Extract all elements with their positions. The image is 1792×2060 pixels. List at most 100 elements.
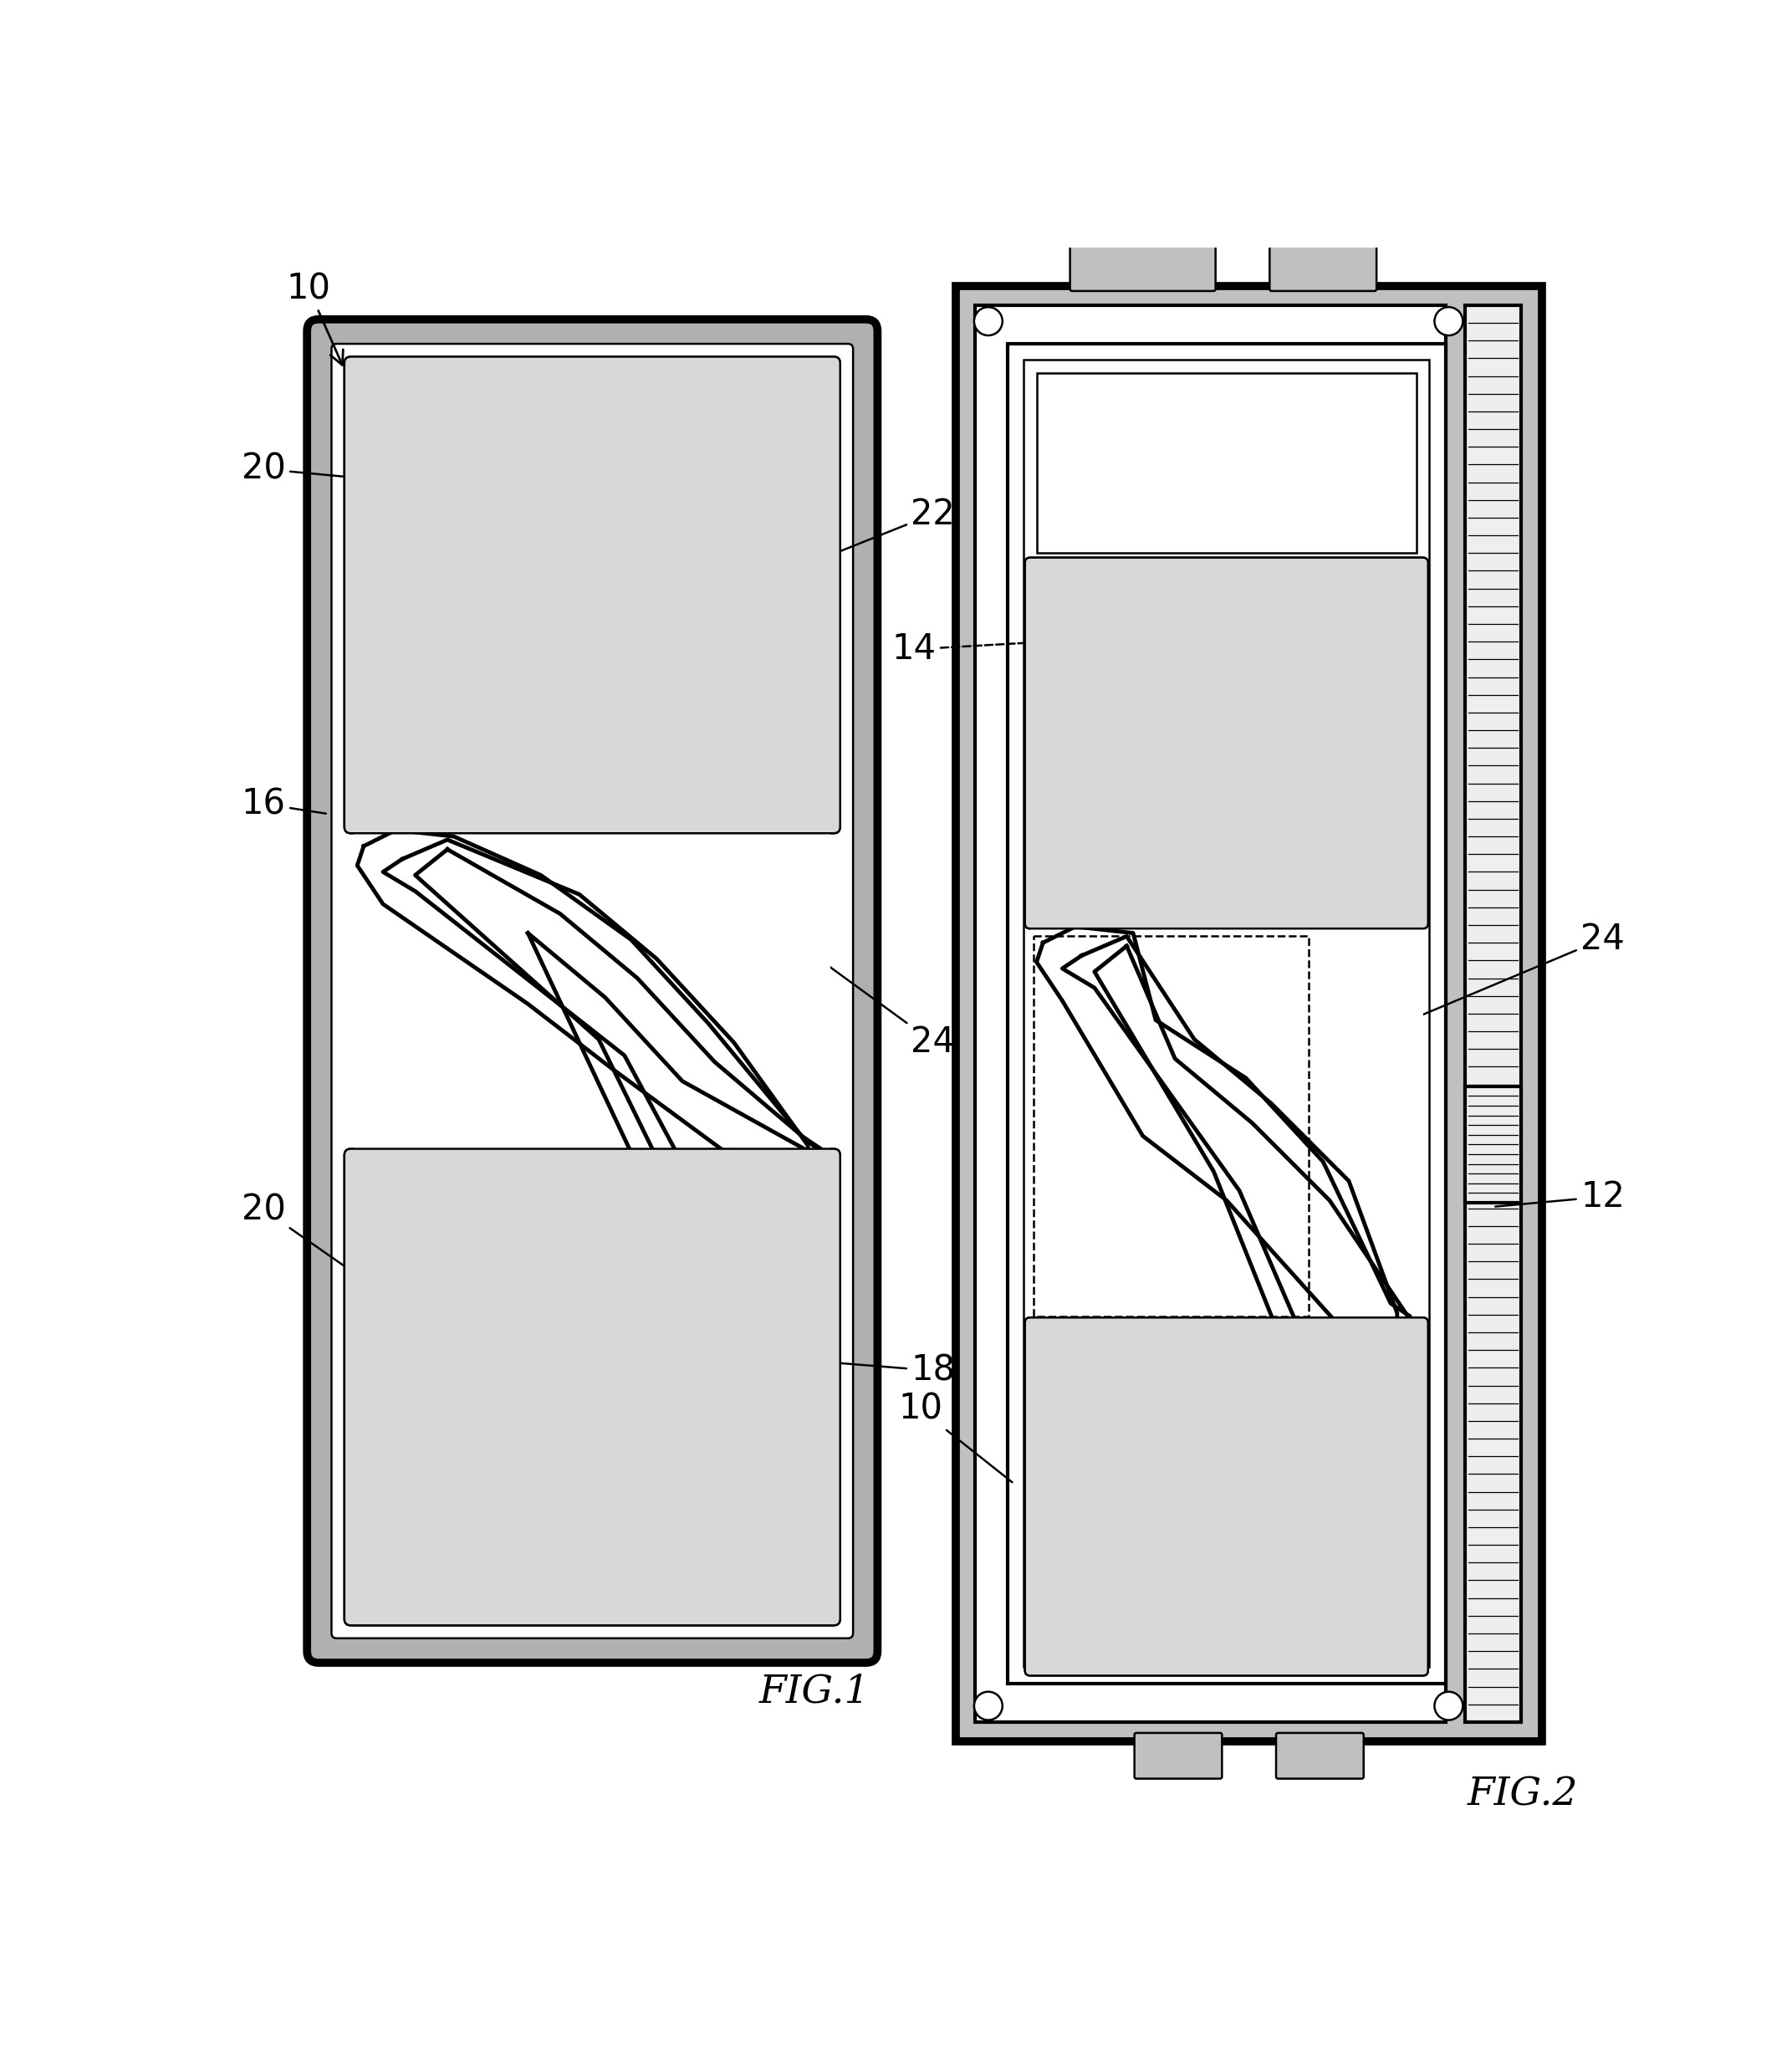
Circle shape [550,1288,573,1312]
Circle shape [568,447,591,470]
Circle shape [676,525,699,550]
Circle shape [409,536,432,558]
Circle shape [711,1199,733,1224]
Circle shape [1177,1584,1201,1607]
Circle shape [1036,803,1059,828]
Circle shape [711,1555,733,1578]
Circle shape [480,674,504,696]
Circle shape [781,1594,805,1617]
Circle shape [1231,637,1253,659]
Circle shape [640,1180,663,1203]
Circle shape [763,1209,787,1232]
Circle shape [1072,1644,1093,1667]
Circle shape [711,744,733,766]
Circle shape [391,783,414,805]
Circle shape [550,752,573,777]
Circle shape [1072,1407,1093,1430]
Circle shape [1373,1337,1396,1362]
Circle shape [1177,1329,1201,1351]
Circle shape [658,1386,681,1411]
Circle shape [763,418,787,441]
Circle shape [462,1180,486,1203]
Circle shape [622,1368,645,1390]
Circle shape [357,1220,380,1242]
Circle shape [480,1308,504,1331]
Circle shape [728,536,751,558]
Circle shape [640,1514,663,1539]
Circle shape [622,1506,645,1529]
Circle shape [1391,725,1414,748]
Circle shape [728,1347,751,1370]
Circle shape [1265,1337,1288,1362]
Circle shape [745,606,769,628]
Circle shape [1054,715,1077,740]
Circle shape [1142,1524,1165,1549]
Circle shape [409,1467,432,1489]
Circle shape [676,1574,699,1596]
Circle shape [480,1288,504,1312]
Circle shape [1159,1574,1183,1596]
Circle shape [676,468,699,490]
Bar [1023,360,1430,1667]
Circle shape [498,486,521,509]
Circle shape [694,1446,717,1469]
Circle shape [568,525,591,550]
Circle shape [1301,735,1324,758]
Circle shape [444,1308,468,1331]
Circle shape [480,496,504,519]
Circle shape [568,525,591,550]
Circle shape [550,1506,573,1529]
Circle shape [375,1368,396,1390]
Circle shape [375,1545,396,1568]
Circle shape [640,1259,663,1281]
Circle shape [516,772,539,795]
Circle shape [1337,618,1360,641]
Circle shape [1142,667,1165,690]
Circle shape [604,426,627,451]
Circle shape [1231,1594,1253,1617]
Circle shape [658,1524,681,1549]
Circle shape [1319,707,1342,729]
Circle shape [1072,647,1093,670]
Circle shape [640,1298,663,1323]
Circle shape [711,663,733,688]
Circle shape [781,1199,805,1224]
Circle shape [1088,1436,1111,1458]
Circle shape [728,517,751,540]
Circle shape [745,1378,769,1401]
Circle shape [1265,1535,1288,1557]
Circle shape [480,713,504,735]
Circle shape [676,1259,699,1281]
Circle shape [1072,746,1093,768]
Circle shape [534,1535,557,1557]
Circle shape [444,398,468,420]
Circle shape [1355,1506,1378,1529]
Circle shape [1088,1613,1111,1638]
Circle shape [357,1337,380,1362]
Circle shape [622,1170,645,1193]
Circle shape [1072,845,1093,867]
Circle shape [1054,814,1077,838]
Circle shape [1106,1446,1129,1469]
Circle shape [1373,657,1396,680]
Circle shape [586,791,609,816]
Circle shape [480,1230,504,1252]
Circle shape [1265,676,1288,700]
Circle shape [728,1545,751,1568]
Circle shape [745,486,769,509]
Circle shape [586,614,609,639]
Text: 16: 16 [242,787,326,822]
Circle shape [1054,1634,1077,1656]
Circle shape [426,702,450,727]
Circle shape [1301,1475,1324,1500]
Circle shape [444,1269,468,1292]
Circle shape [375,398,396,420]
Circle shape [781,1514,805,1539]
Circle shape [550,694,573,717]
Circle shape [1195,657,1219,680]
Circle shape [1301,1436,1324,1458]
Circle shape [604,525,627,550]
Circle shape [622,595,645,618]
Circle shape [498,1378,521,1401]
Circle shape [1434,307,1462,336]
